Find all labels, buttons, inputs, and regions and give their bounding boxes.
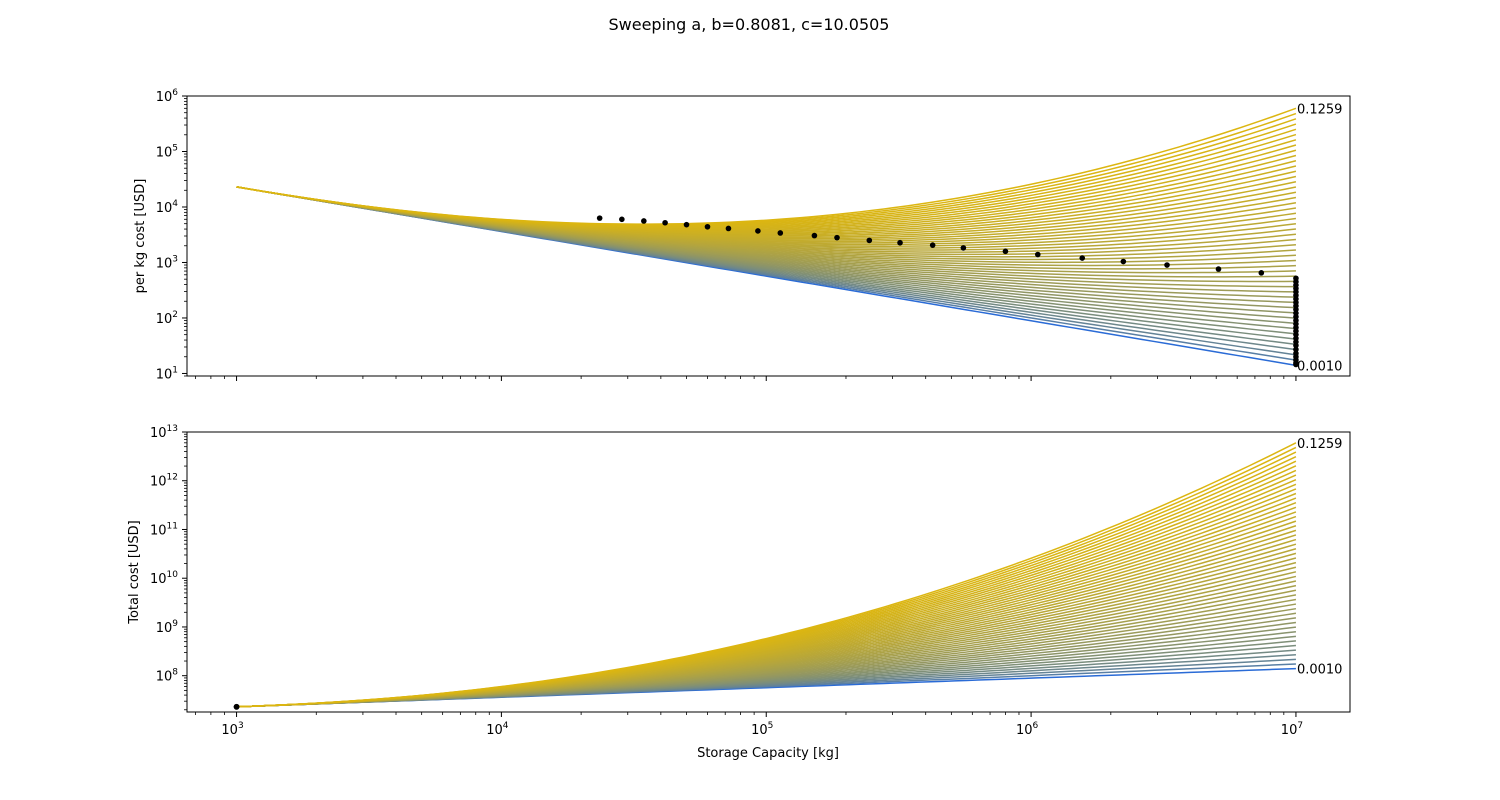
scatter-point [683, 221, 690, 228]
scatter-point [755, 228, 761, 234]
x-tick-label: 103 [221, 721, 243, 738]
scatter-point [704, 223, 711, 230]
scatter-point [233, 704, 240, 710]
y-tick-label: 1013 [150, 424, 178, 441]
scatter-point [596, 215, 603, 221]
scatter-point [641, 218, 647, 224]
scatter-point [1164, 262, 1170, 268]
scatter-point [1034, 251, 1041, 258]
x-tick-label: 106 [1016, 721, 1039, 738]
x-tick-label: 107 [1281, 721, 1303, 738]
x-ticks [195, 376, 1297, 381]
y-tick-label: 1010 [150, 570, 178, 587]
line-annotation: 0.0010 [1297, 359, 1343, 374]
x-tick-label: 105 [751, 721, 773, 738]
bottom-y-axis-label: Total cost [USD] [127, 520, 142, 625]
scatter-points [233, 703, 240, 710]
y-tick-label: 104 [156, 199, 179, 216]
line-annotation: 0.1259 [1297, 102, 1343, 117]
series-lines [236, 107, 1297, 367]
bottom-plot-area: 103 104 105 106 107 108 109 1010 1011 1012 1013 0.1… [150, 424, 1351, 738]
y-tick-label: 109 [156, 619, 179, 636]
scatter-point [866, 237, 873, 244]
y-tick-label: 101 [156, 365, 178, 382]
y-tick-label: 105 [156, 143, 178, 160]
line-annotation: 0.0010 [1297, 663, 1343, 678]
scatter-point [834, 234, 840, 241]
y-tick-label: 102 [156, 310, 178, 327]
y-ticks: 101 102 103 104 105 106 [156, 88, 187, 382]
top-plot-area: 101 102 103 104 105 106 0.1259 0.0010 [156, 88, 1351, 382]
series-lines [236, 442, 1297, 708]
scatter-point [1293, 342, 1299, 349]
scatter-point [1079, 255, 1086, 261]
y-tick-label: 1011 [150, 521, 178, 538]
y-tick-label: 103 [156, 254, 178, 271]
scatter-point [777, 230, 784, 236]
line-annotation: 0.1259 [1297, 437, 1343, 452]
x-tick-label: 104 [486, 721, 509, 738]
series-line [236, 107, 1297, 225]
x-axis-label: Storage Capacity [kg] [697, 746, 839, 761]
scatter-points [596, 215, 1299, 368]
axes-frame [186, 431, 1351, 713]
scatter-point [1120, 258, 1127, 265]
y-ticks: 108 109 1010 1011 1012 1013 [150, 424, 187, 711]
y-tick-label: 108 [156, 668, 179, 685]
series-line [236, 442, 1297, 708]
figure-title: Sweeping a, b=0.8081, c=10.0505 [609, 15, 890, 34]
scatter-point [1002, 248, 1009, 255]
x-ticks: 103 104 105 106 107 [195, 712, 1303, 738]
scatter-point [662, 219, 668, 226]
y-tick-label: 106 [156, 88, 179, 105]
scatter-point [960, 245, 967, 251]
scatter-point [897, 239, 903, 246]
scatter-point [725, 225, 732, 232]
panel-total-cost: 103 104 105 106 107 108 109 1010 1011 1012 1013 0.1… [127, 424, 1351, 738]
top-y-axis-label: per kg cost [USD] [133, 179, 148, 294]
scatter-point [1293, 346, 1299, 353]
scatter-point [929, 242, 936, 248]
scatter-point [1258, 270, 1265, 276]
scatter-point [1215, 266, 1222, 272]
scatter-point [811, 232, 818, 239]
y-tick-label: 1012 [150, 473, 178, 490]
panel-per-kg-cost: 101 102 103 104 105 106 0.1259 0.0010 per kg co… [133, 88, 1351, 382]
scatter-point [619, 216, 625, 223]
scatter-point [1293, 361, 1299, 368]
